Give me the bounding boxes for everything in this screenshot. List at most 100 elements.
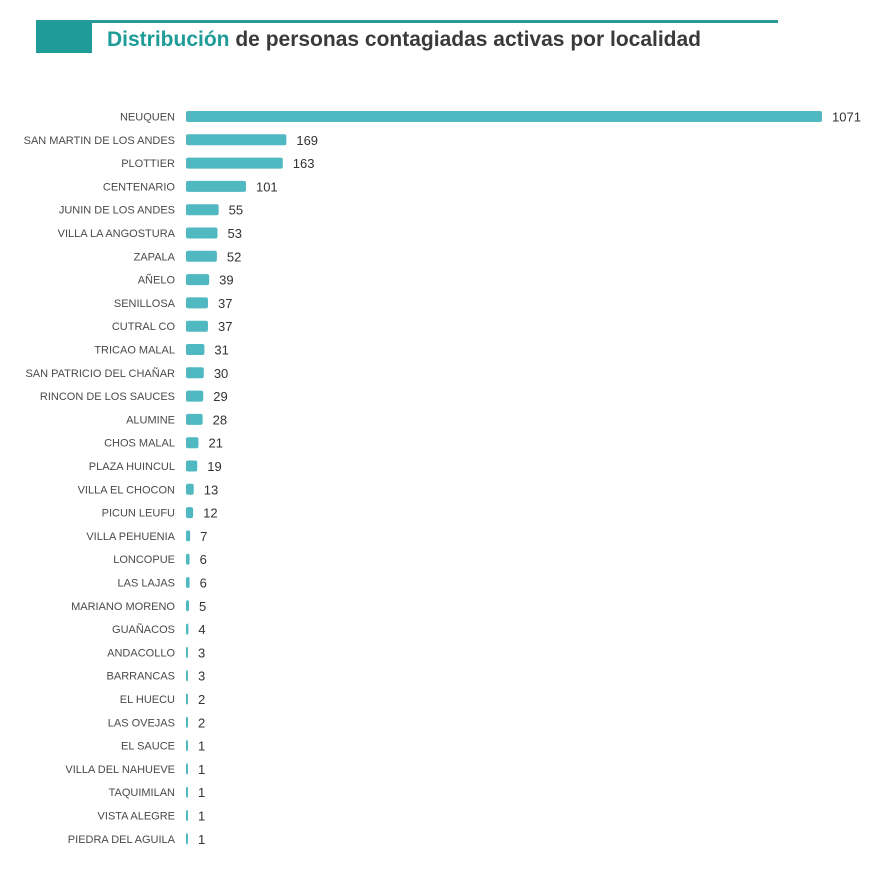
category-label: AÑELO — [138, 274, 176, 287]
category-label: PLAZA HUINCUL — [89, 461, 175, 473]
bar — [186, 553, 190, 565]
value-label: 21 — [208, 436, 222, 451]
category-label: EL HUECU — [120, 694, 175, 706]
value-label: 3 — [198, 645, 205, 660]
value-label: 5 — [199, 599, 206, 614]
bar — [186, 810, 188, 821]
value-label: 53 — [227, 226, 241, 241]
category-label: ZAPALA — [134, 251, 176, 263]
value-label: 37 — [218, 319, 232, 334]
bar — [186, 623, 189, 635]
bar — [186, 344, 205, 355]
bar — [186, 507, 194, 519]
header-accent-block — [36, 22, 92, 53]
bar — [186, 320, 208, 332]
category-label: MARIANO MORENO — [71, 601, 175, 613]
category-label: VILLA DEL NAHUEVE — [65, 764, 175, 776]
category-label: ANDACOLLO — [107, 647, 175, 659]
value-label: 101 — [256, 179, 278, 194]
category-label: VISTA ALEGRE — [98, 811, 175, 823]
category-label: NEUQUEN — [120, 112, 175, 124]
bar — [186, 483, 194, 495]
bar — [186, 297, 208, 309]
category-label: PLOTTIER — [121, 158, 175, 170]
category-label: GUAÑACOS — [112, 623, 175, 636]
category-label: RINCON DE LOS SAUCES — [40, 391, 175, 403]
category-label: VILLA PEHUENIA — [86, 531, 175, 543]
category-label: VILLA LA ANGOSTURA — [58, 228, 176, 240]
value-label: 6 — [200, 552, 207, 567]
bar — [186, 460, 198, 472]
value-label: 29 — [213, 389, 227, 404]
bar — [186, 111, 822, 122]
bar — [186, 716, 188, 728]
header-rule — [36, 20, 778, 23]
bar — [186, 693, 188, 705]
category-label: SAN PATRICIO DEL CHAÑAR — [25, 367, 175, 380]
bar — [186, 786, 188, 798]
bar — [186, 367, 204, 379]
value-label: 163 — [293, 156, 315, 171]
value-label: 30 — [214, 366, 228, 381]
chart-title: Distribución de personas contagiadas act… — [107, 28, 701, 52]
value-label: 2 — [198, 692, 205, 707]
bar — [186, 577, 190, 588]
bar — [186, 227, 218, 239]
bar — [186, 600, 189, 612]
category-label: TAQUIMILAN — [109, 787, 175, 799]
category-label: VILLA EL CHOCON — [78, 484, 175, 496]
value-label: 1 — [198, 809, 205, 824]
bar — [186, 833, 188, 845]
value-label: 39 — [219, 273, 233, 288]
bar — [186, 437, 199, 449]
value-label: 12 — [203, 506, 217, 521]
value-label: 2 — [198, 715, 205, 730]
bar — [186, 670, 188, 682]
category-label: TRICAO MALAL — [94, 345, 175, 357]
category-label: LONCOPUE — [113, 554, 175, 566]
value-label: 1071 — [832, 110, 861, 125]
bar — [186, 413, 203, 425]
category-labels-group: NEUQUEN SAN MARTIN DE LOS ANDES PLOTTIER CE… — [24, 112, 176, 846]
value-label: 1 — [198, 739, 205, 754]
category-label: PIEDRA DEL AGUILA — [68, 834, 176, 846]
category-label: CENTENARIO — [103, 181, 176, 193]
bar — [186, 646, 188, 658]
bar — [186, 274, 210, 286]
value-label: 52 — [227, 249, 241, 264]
value-labels-group: 1071169163101555352393737313029282119131… — [198, 110, 861, 847]
category-label: PICUN LEUFU — [102, 508, 175, 520]
bar — [186, 180, 246, 192]
title-accent: Distribución — [107, 28, 230, 51]
bar — [186, 763, 188, 775]
value-label: 55 — [229, 203, 243, 218]
category-label: LAS OVEJAS — [108, 717, 175, 729]
category-label: ALUMINE — [126, 414, 175, 426]
value-label: 3 — [198, 669, 205, 684]
value-label: 1 — [198, 762, 205, 777]
category-label: JUNIN DE LOS ANDES — [59, 205, 175, 217]
category-label: SENILLOSA — [114, 298, 176, 310]
bar — [186, 740, 188, 752]
value-label: 37 — [218, 296, 232, 311]
value-label: 31 — [214, 343, 228, 358]
value-label: 13 — [204, 482, 218, 497]
category-label: CUTRAL CO — [112, 321, 176, 333]
value-label: 1 — [198, 785, 205, 800]
value-label: 169 — [296, 133, 318, 148]
value-label: 7 — [200, 529, 207, 544]
bar — [186, 250, 217, 262]
bar — [186, 390, 204, 402]
category-label: EL SAUCE — [121, 741, 175, 753]
value-label: 19 — [207, 459, 221, 474]
category-label: SAN MARTIN DE LOS ANDES — [24, 135, 175, 147]
value-label: 4 — [198, 622, 205, 637]
value-label: 1 — [198, 832, 205, 847]
bar — [186, 530, 191, 542]
category-label: BARRANCAS — [107, 671, 175, 683]
title-rest: de personas contagiadas activas por loca… — [229, 28, 702, 51]
bar — [186, 204, 219, 216]
category-label: LAS LAJAS — [118, 578, 175, 590]
bars-group — [186, 111, 822, 845]
